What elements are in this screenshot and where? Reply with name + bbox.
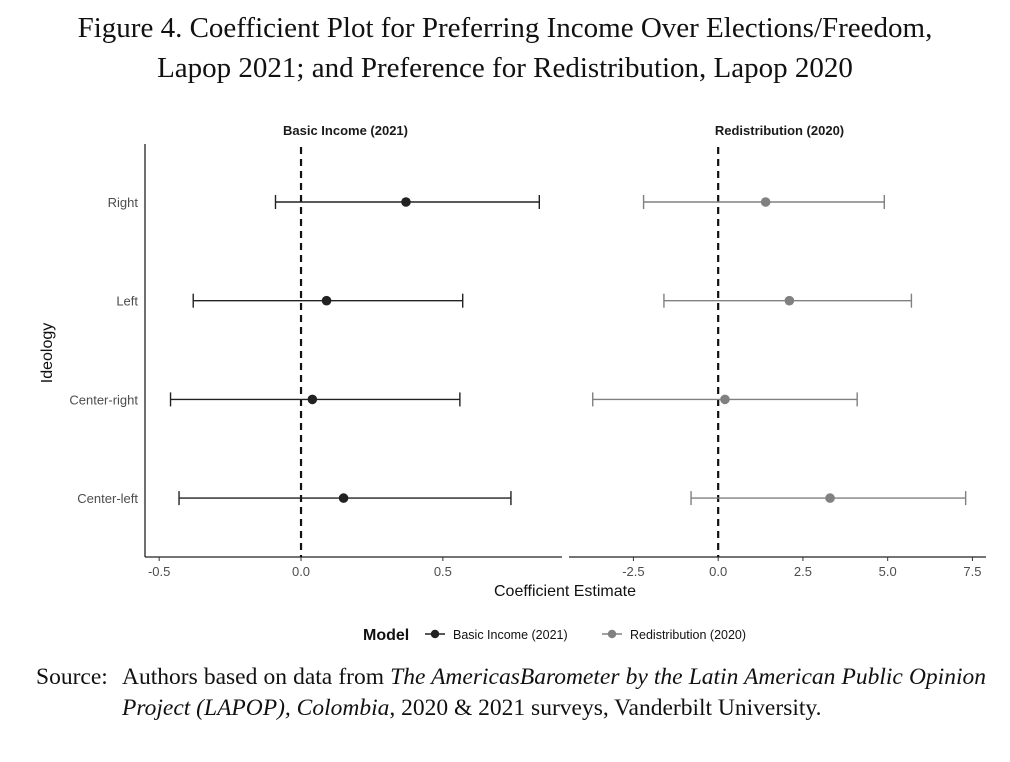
figure-title-line-2: Lapop 2021; and Preference for Redistrib… [157,52,853,84]
y-tick-label-right: Right [108,195,139,210]
coefficient-plot: Right Left Center-right Center-left Ideology… [39,123,986,644]
source-text-end: , 2020 & 2021 surveys, Vanderbilt Univer… [389,695,822,721]
redistribution-point-right [760,197,771,207]
basic-income-point-right [401,197,411,207]
legend-key-point-redistribution [607,629,617,639]
basic-income-x-tick-label-2: 0.5 [434,564,452,579]
basic-income-x-tick-label-0: -0.5 [148,564,170,579]
redistribution-x-tick-label-3: 5.0 [879,564,897,579]
source-note: Source: Authors based on data from The A… [36,662,986,724]
legend-title: Model [363,627,409,644]
redistribution-x-tick-label-1: 0.0 [709,564,727,579]
basic-income-point-left [321,295,332,306]
basic-income-point-center-right [307,394,318,405]
figure-title: Figure 4. Coefficient Plot for Preferrin… [0,8,1010,88]
source-text-italic: The AmericasBarometer by the Latin Ameri… [122,664,986,721]
source-text: Authors based on data from The AmericasB… [122,662,986,724]
redistribution-x-tick-label-2: 2.5 [794,564,812,579]
redistribution-x-tick-label-0: -2.5 [622,564,644,579]
redistribution-point-left [784,295,795,306]
y-axis-title: Ideology [39,323,56,384]
legend-label-redistribution: Redistribution (2020) [630,628,746,642]
basic-income-panel-title: Basic Income (2021) [283,123,408,138]
x-axis-title: Coefficient Estimate [494,583,636,600]
source-label: Source: [36,664,108,690]
source-text-start: Authors based on data from [122,664,391,690]
y-tick-label-left: Left [116,294,138,309]
redistribution-panel-title: Redistribution (2020) [715,123,844,138]
redistribution-point-center-right [720,394,730,405]
basic-income-point-center-left [338,493,349,503]
basic-income-x-tick-label-1: 0.0 [292,564,310,579]
y-tick-label-center-right: Center-right [69,392,138,407]
figure-title-line-1: Figure 4. Coefficient Plot for Preferrin… [77,12,933,44]
redistribution-point-center-left [825,493,835,503]
y-tick-label-center-left: Center-left [77,491,138,506]
redistribution-x-tick-label-4: 7.5 [963,564,981,579]
legend-key-point-basic-income [430,629,440,639]
legend-label-basic-income: Basic Income (2021) [453,628,568,642]
